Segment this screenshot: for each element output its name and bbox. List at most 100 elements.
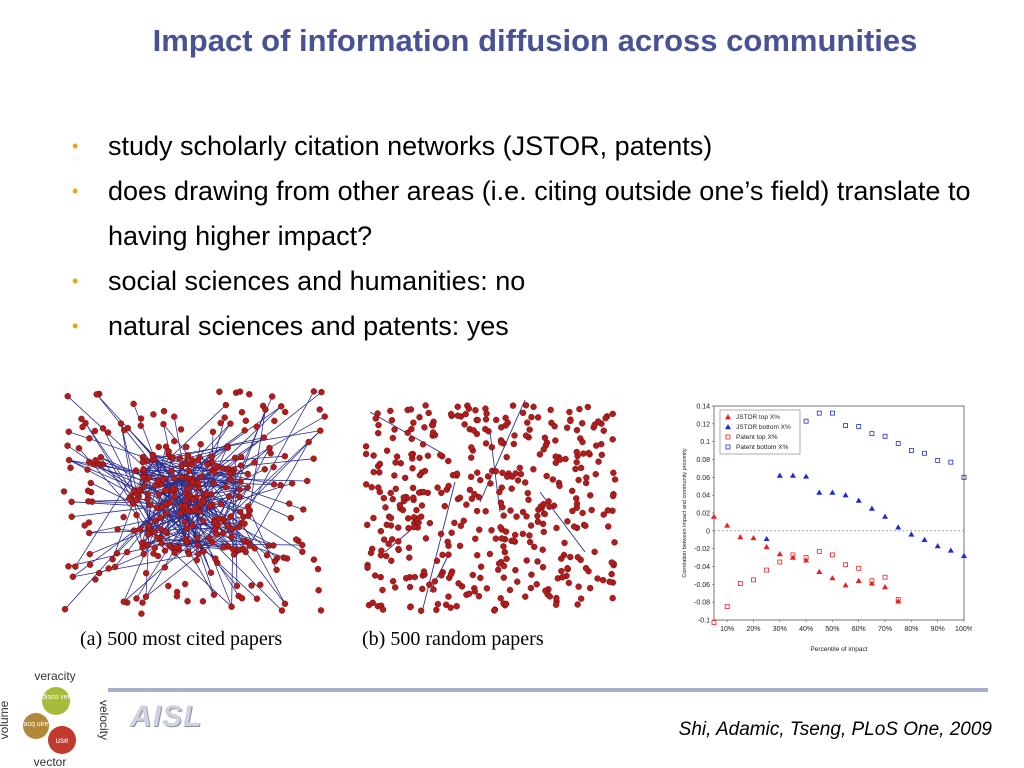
graph-edge xyxy=(67,445,135,492)
graph-node xyxy=(582,522,589,529)
graph-node xyxy=(582,479,590,487)
graph-edge xyxy=(200,476,220,520)
graph-node xyxy=(470,427,477,434)
graph-node xyxy=(482,416,490,423)
graph-node xyxy=(474,552,481,559)
graph-node xyxy=(387,514,395,522)
graph-node xyxy=(185,467,192,474)
graph-node xyxy=(400,494,407,501)
graph-node xyxy=(251,459,258,466)
graph-node xyxy=(75,445,83,452)
data-point xyxy=(724,604,730,610)
legend-label: Patent bottom X% xyxy=(736,444,789,451)
graph-node xyxy=(528,413,535,421)
graph-node xyxy=(240,545,247,552)
data-point xyxy=(895,598,902,604)
graph-node xyxy=(81,522,88,529)
graph-node xyxy=(519,530,527,538)
graph-node xyxy=(316,406,323,413)
graph-node xyxy=(522,479,529,486)
graph-edge xyxy=(68,459,141,491)
data-point xyxy=(843,562,848,568)
graph-node xyxy=(244,470,251,478)
data-point xyxy=(908,448,914,453)
y-tick-label: -0.1 xyxy=(698,618,710,625)
graph-node xyxy=(457,522,465,529)
graph-node xyxy=(65,563,72,570)
bullet-item: • does drawing from other areas (i.e. cit… xyxy=(72,169,972,259)
graph-node xyxy=(85,458,93,466)
graph-node xyxy=(497,524,504,531)
graph-node xyxy=(85,498,92,505)
graph-node xyxy=(86,529,93,537)
graph-node xyxy=(442,601,450,608)
graph-node xyxy=(575,476,582,484)
graph-node xyxy=(429,429,437,436)
graph-node xyxy=(552,453,559,460)
graph-node xyxy=(162,487,170,494)
graph-edge xyxy=(75,470,137,567)
graph-node xyxy=(561,539,568,547)
graph-node xyxy=(497,499,505,506)
graph-node xyxy=(200,548,207,555)
data-point xyxy=(908,531,915,537)
graph-node xyxy=(155,491,163,498)
graph-node xyxy=(227,420,234,427)
graph-node xyxy=(144,496,151,503)
data-point xyxy=(816,410,822,416)
graph-node xyxy=(93,391,100,398)
legend-marker xyxy=(725,444,731,450)
graph-node xyxy=(530,466,537,473)
y-tick-label: 0.14 xyxy=(696,404,710,411)
graph-node xyxy=(466,486,474,494)
graph-node xyxy=(433,557,441,565)
graph-node xyxy=(190,496,197,503)
graph-node xyxy=(462,410,469,418)
graph-node xyxy=(382,552,390,560)
graph-node xyxy=(154,552,162,560)
graph-node xyxy=(409,465,416,472)
graph-node xyxy=(197,441,204,448)
graph-node xyxy=(210,479,217,487)
graph-node xyxy=(280,554,287,561)
graph-node xyxy=(600,511,607,518)
svg-text:disco ver: disco ver xyxy=(42,694,71,701)
graph-node xyxy=(178,474,185,481)
graph-node xyxy=(216,388,223,395)
data-point xyxy=(961,552,967,558)
data-point xyxy=(777,559,783,565)
graph-node xyxy=(86,561,94,568)
use-gear-icon xyxy=(48,726,76,754)
graph-node xyxy=(425,409,432,417)
graph-node xyxy=(388,417,396,424)
graph-node xyxy=(497,595,504,602)
y-tick-label: 0.06 xyxy=(696,475,710,482)
graph-edge xyxy=(142,538,186,544)
graph-node xyxy=(585,449,592,457)
graph-node xyxy=(227,513,234,520)
graph-node xyxy=(113,550,121,557)
graph-node xyxy=(211,519,218,526)
graph-node xyxy=(474,469,481,476)
data-point xyxy=(764,567,770,573)
graph-node xyxy=(461,421,468,428)
graph-node xyxy=(140,473,147,481)
graph-node xyxy=(185,550,193,558)
graph-node xyxy=(484,473,492,480)
graph-node xyxy=(219,530,227,537)
graph-node xyxy=(210,591,218,598)
y-tick-label: 0.1 xyxy=(700,439,710,446)
graph-node xyxy=(434,484,441,491)
graph-node xyxy=(467,473,475,481)
data-point xyxy=(816,548,822,554)
graph-node xyxy=(598,440,605,448)
graph-node xyxy=(65,428,72,435)
y-tick-label: 0.02 xyxy=(696,511,710,518)
data-point xyxy=(816,568,823,575)
graph-node xyxy=(418,502,426,509)
graph-node xyxy=(222,401,230,409)
graph-node xyxy=(380,494,388,502)
graph-node xyxy=(104,429,112,436)
graph-node xyxy=(499,469,506,477)
graph-node xyxy=(364,521,371,529)
